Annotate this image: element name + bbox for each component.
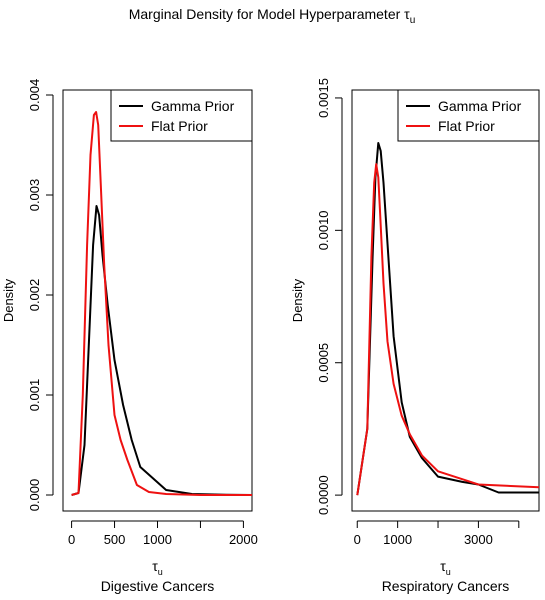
y-tick-label: 0.000 xyxy=(27,479,42,512)
figure-title-subscript: u xyxy=(410,15,416,26)
legend: Gamma Prior Flat Prior xyxy=(397,89,540,142)
series-lines xyxy=(356,142,539,496)
panel-caption: Respiratory Cancers xyxy=(382,578,510,594)
y-tick-label: 0.001 xyxy=(27,379,42,412)
figure-title-main: Marginal Density for Model Hyperparamete… xyxy=(129,6,410,22)
series-lines xyxy=(71,111,252,496)
panel-caption: Digestive Cancers xyxy=(101,578,215,594)
y-tick-label: 0.0000 xyxy=(316,475,331,515)
x-tick-label: 0 xyxy=(354,532,361,547)
legend-box xyxy=(397,89,540,142)
legend-label: Gamma Prior xyxy=(151,98,235,114)
flat-prior-line xyxy=(71,111,252,496)
y-axis: 0.0000 0.0005 0.0010 0.0015 xyxy=(316,78,343,515)
legend-label: Flat Prior xyxy=(151,118,208,134)
x-axis-label-main: τ xyxy=(440,558,446,574)
y-axis: 0.000 0.001 0.002 0.003 0.004 xyxy=(27,79,54,512)
y-axis-label: Density xyxy=(1,278,16,322)
x-tick-label: 1000 xyxy=(143,532,172,547)
legend-box xyxy=(110,89,253,142)
x-tick-label: 2000 xyxy=(229,532,258,547)
x-axis: 0 1000 3000 xyxy=(354,520,520,547)
legend: Gamma Prior Flat Prior xyxy=(110,89,253,142)
x-tick-label: 1000 xyxy=(383,532,412,547)
x-tick-label: 500 xyxy=(104,532,126,547)
x-axis-label-subscript: u xyxy=(158,567,163,577)
y-tick-label: 0.0010 xyxy=(316,210,331,250)
figure-title: Marginal Density for Model Hyperparamete… xyxy=(129,6,416,26)
gamma-prior-line xyxy=(71,205,252,496)
x-axis-label: τu xyxy=(440,558,451,577)
x-tick-label: 3000 xyxy=(464,532,493,547)
x-axis-label-subscript: u xyxy=(446,567,451,577)
y-tick-label: 0.003 xyxy=(27,179,42,212)
digestive-cancers-panel: 0 500 1000 2000 0.000 0.001 0.002 0.003 0.004 Den… xyxy=(1,79,258,594)
legend-label: Gamma Prior xyxy=(438,98,522,114)
x-axis-label: τu xyxy=(152,558,163,577)
y-tick-label: 0.0005 xyxy=(316,343,331,383)
legend-label: Flat Prior xyxy=(438,118,495,134)
flat-prior-line xyxy=(356,163,539,496)
y-axis-label: Density xyxy=(290,278,305,322)
x-axis-label-main: τ xyxy=(152,558,158,574)
x-axis: 0 500 1000 2000 xyxy=(68,520,258,547)
y-tick-label: 0.004 xyxy=(27,79,42,112)
respiratory-cancers-panel: 0 1000 3000 0.0000 0.0005 0.0010 0.0015 Density… xyxy=(290,78,540,594)
x-tick-label: 0 xyxy=(68,532,75,547)
gamma-prior-line xyxy=(356,142,539,496)
y-tick-label: 0.002 xyxy=(27,279,42,312)
y-tick-label: 0.0015 xyxy=(316,78,331,118)
